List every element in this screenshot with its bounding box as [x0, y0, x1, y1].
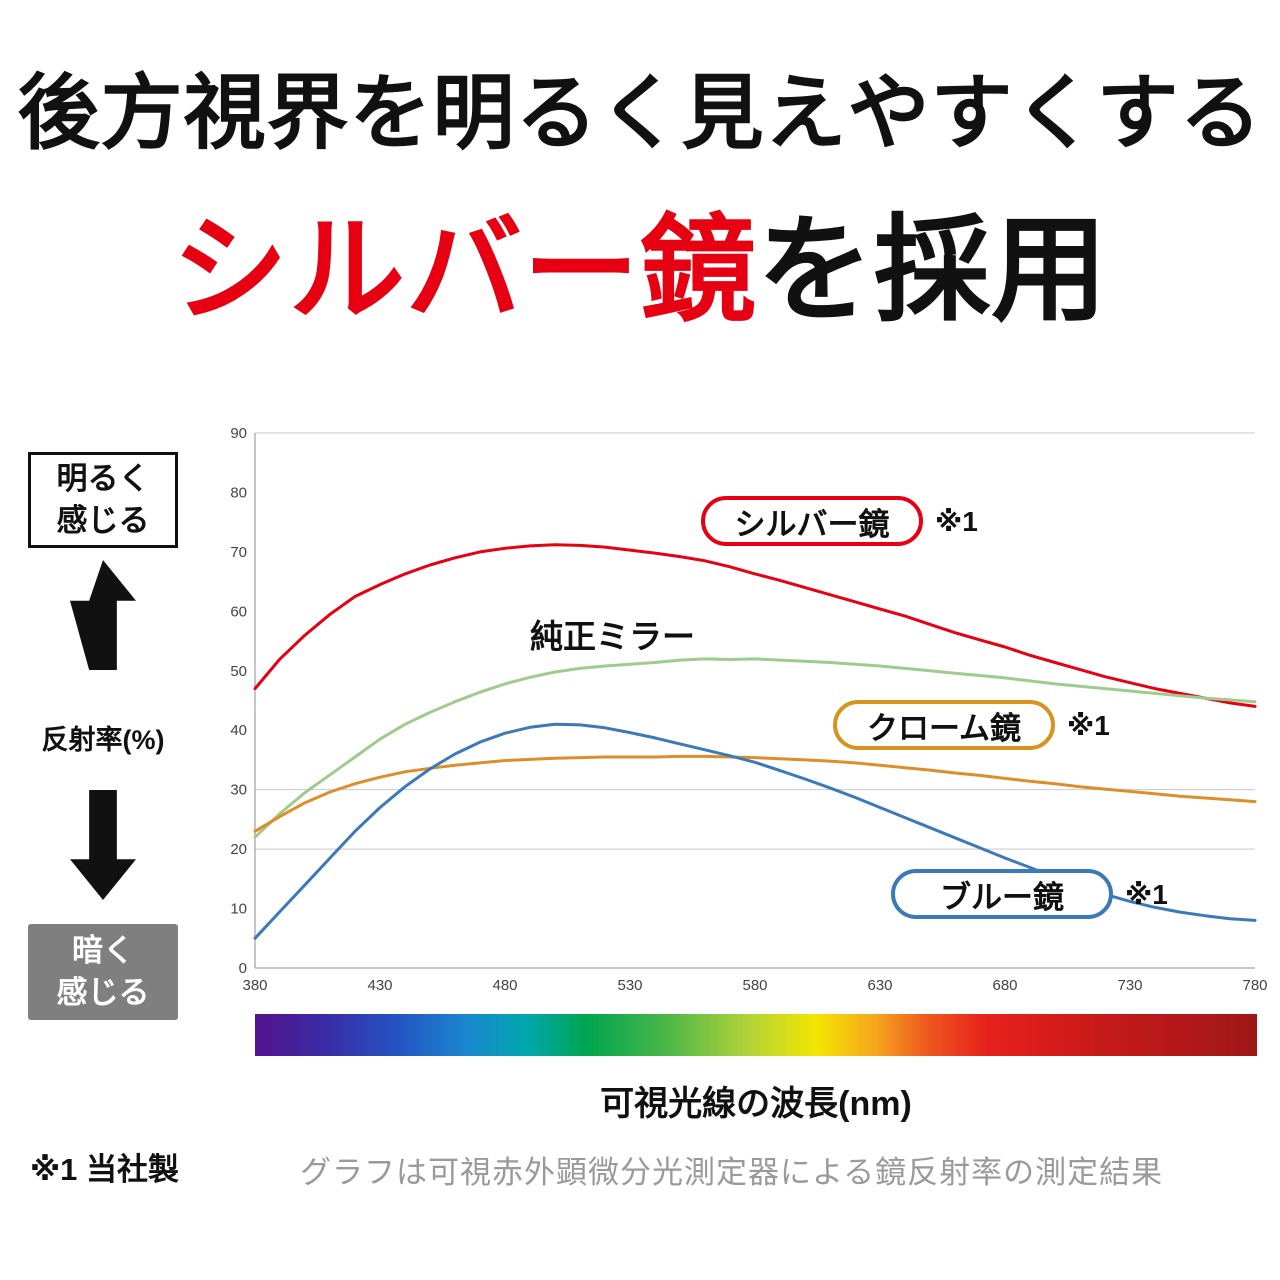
chrome-mirror-note: ※1	[1067, 709, 1110, 741]
annotation-genuine-mirror: 純正ミラー	[530, 618, 695, 655]
y-tick-label: 20	[230, 841, 247, 858]
chrome-mirror-badge: クローム鏡	[833, 700, 1055, 750]
y-tick-label: 10	[230, 901, 247, 918]
x-tick-label: 430	[367, 977, 392, 994]
y-tick-label: 40	[230, 722, 247, 739]
footnote-method: グラフは可視赤外顕微分光測定器による鏡反射率の測定結果	[300, 1155, 1164, 1190]
footnote-company: ※1 当社製	[30, 1152, 179, 1187]
y-tick-label: 80	[230, 484, 247, 501]
annotation-chrome-mirror: クローム鏡 ※1	[833, 700, 1110, 750]
series-line-silver	[253, 543, 1257, 708]
y-tick-label: 60	[230, 603, 247, 620]
arrow-down-icon	[70, 790, 136, 900]
headline-emphasis: シルバー鏡	[172, 205, 757, 335]
silver-mirror-note: ※1	[935, 505, 978, 537]
y-tick-label: 70	[230, 544, 247, 561]
annotation-blue-mirror: ブルー鏡 ※1	[891, 869, 1168, 919]
bright-feel-label: 明るく 感じる	[28, 452, 178, 548]
annotation-silver-mirror: シルバー鏡 ※1	[701, 496, 978, 546]
dark-feel-label: 暗く 感じる	[28, 924, 178, 1020]
blue-mirror-note: ※1	[1125, 878, 1168, 910]
headline-line1: 後方視界を明るく見えやすくする	[17, 68, 1263, 159]
x-tick-label: 730	[1117, 977, 1142, 994]
visible-spectrum-bar	[255, 1014, 1257, 1056]
reflectance-axis-label: 反射率(%)	[41, 725, 165, 755]
x-tick-label: 680	[992, 977, 1017, 994]
y-tick-label: 0	[239, 960, 247, 977]
blue-mirror-badge: ブルー鏡	[891, 869, 1113, 919]
series-line-genuine	[253, 657, 1257, 839]
silver-mirror-badge: シルバー鏡	[701, 496, 923, 546]
y-tick-label: 50	[230, 663, 247, 680]
arrow-up-icon	[70, 560, 136, 670]
x-tick-label: 380	[242, 977, 267, 994]
series-line-chrome	[253, 754, 1257, 833]
x-tick-label: 530	[617, 977, 642, 994]
x-tick-label: 630	[867, 977, 892, 994]
headline-line2: シルバー鏡を採用	[0, 176, 1280, 344]
x-tick-label: 580	[742, 977, 767, 994]
x-tick-label: 780	[1242, 977, 1267, 994]
headline-rest: を採用	[757, 205, 1108, 335]
wavelength-axis-label: 可視光線の波長(nm)	[600, 1085, 912, 1123]
y-tick-label: 30	[230, 782, 247, 799]
x-tick-label: 480	[492, 977, 517, 994]
y-tick-label: 90	[230, 425, 247, 442]
